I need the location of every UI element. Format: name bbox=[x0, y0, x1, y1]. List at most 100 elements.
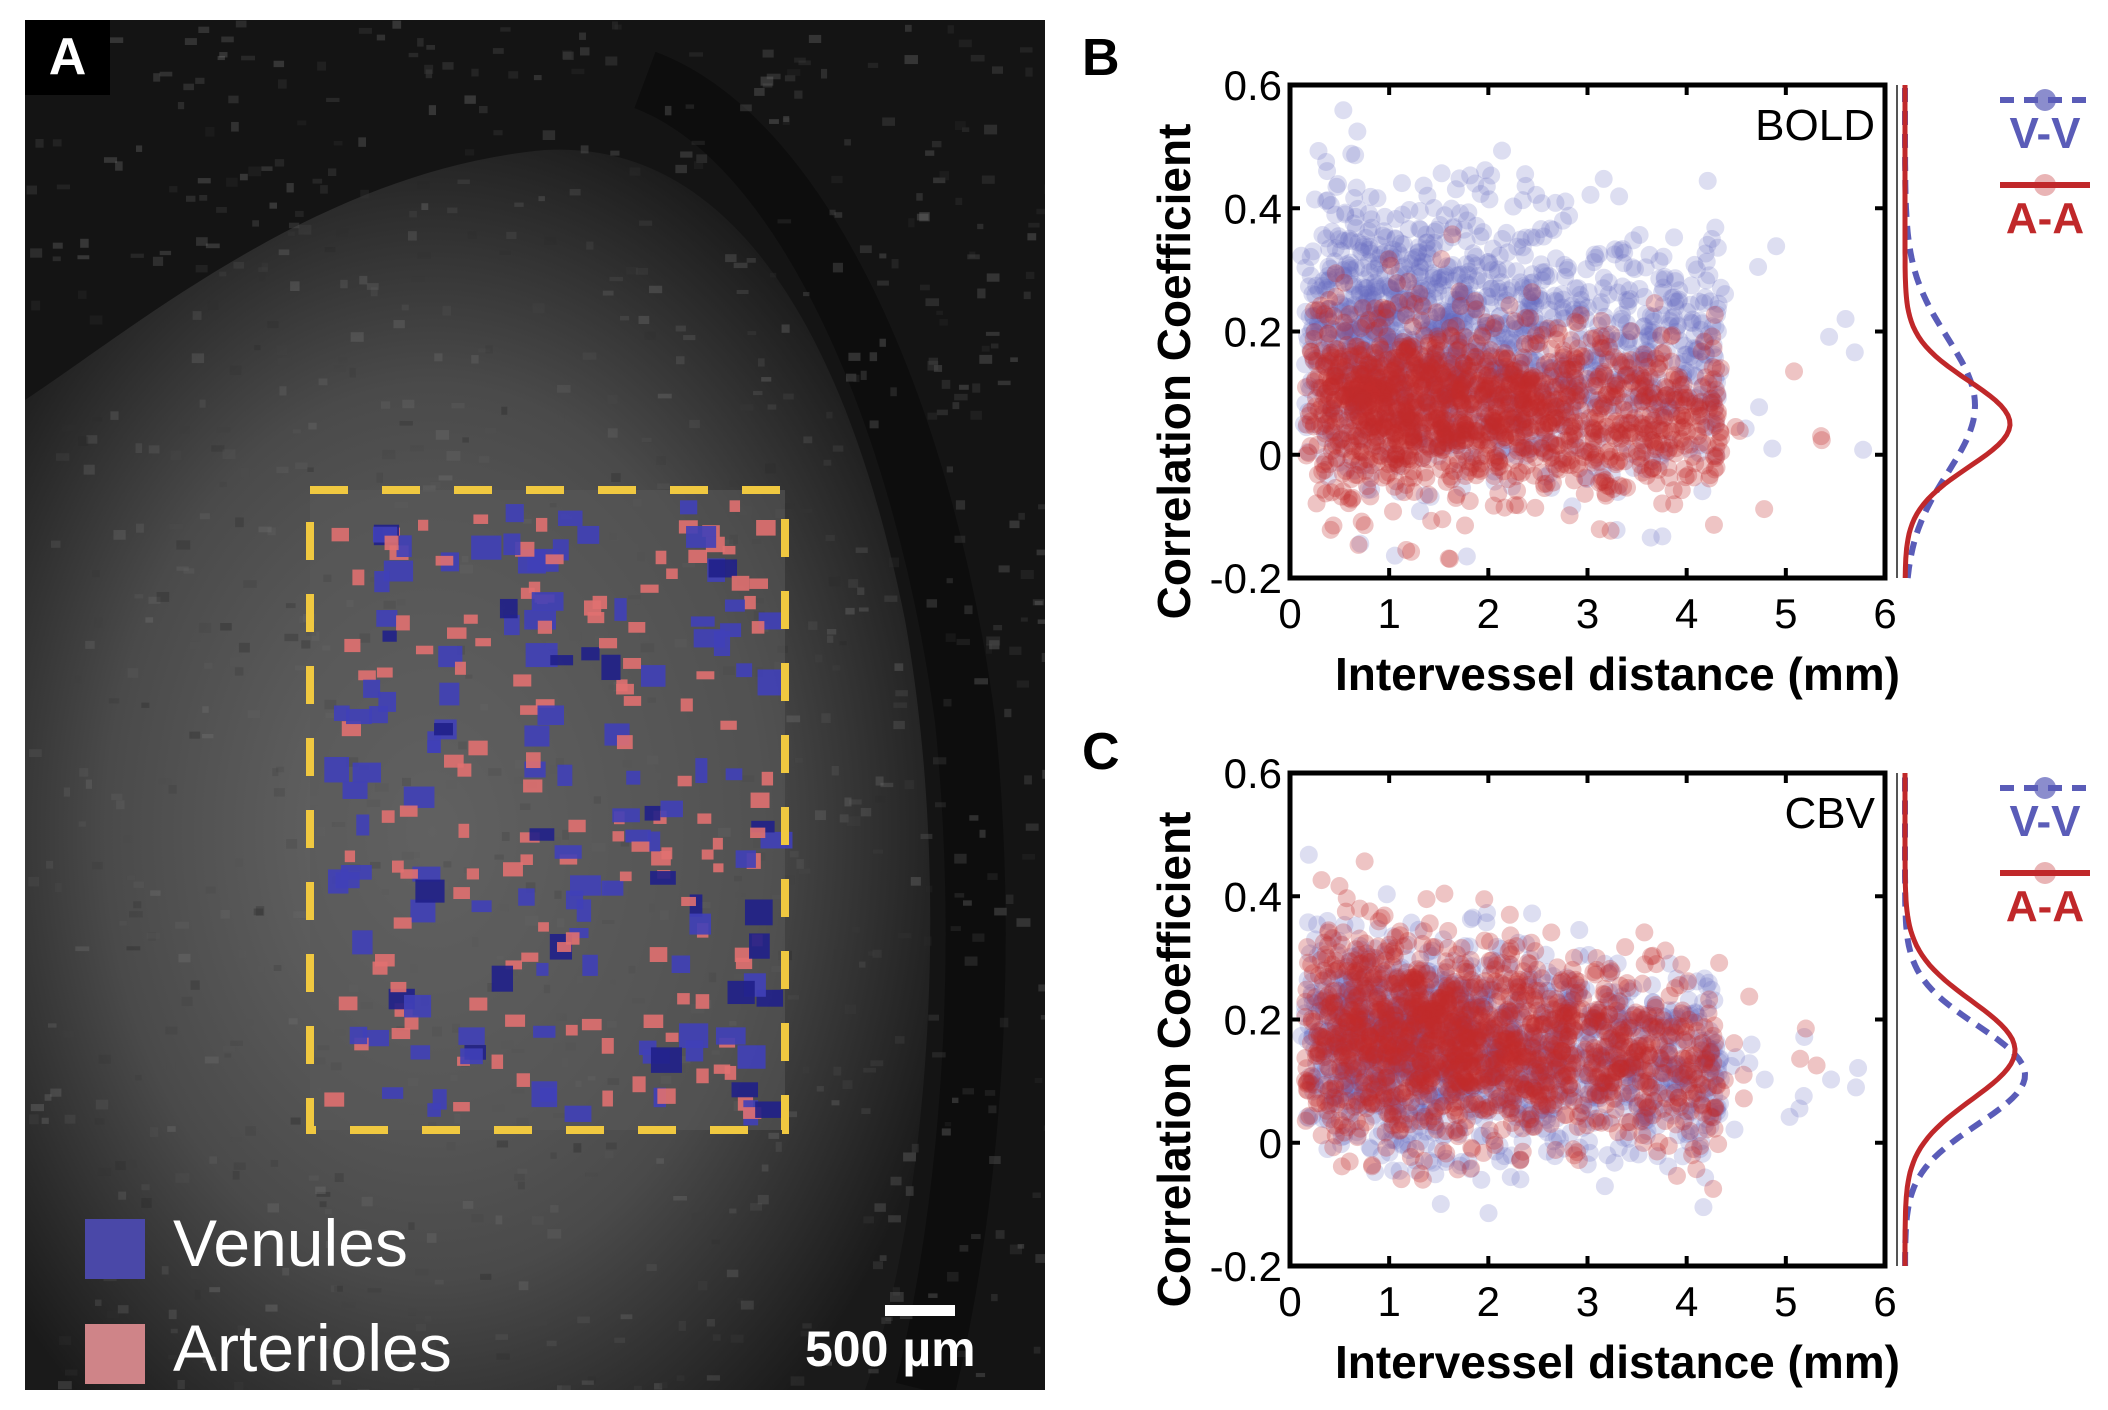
point-v-v bbox=[1696, 333, 1715, 352]
point-a-a bbox=[1397, 447, 1416, 466]
point-v-v bbox=[1767, 237, 1786, 256]
point-v-v bbox=[1385, 546, 1404, 565]
point-v-v bbox=[1402, 330, 1421, 349]
point-v-v bbox=[1476, 348, 1495, 367]
point-a-a bbox=[1431, 398, 1450, 417]
texture-speckle bbox=[276, 766, 285, 773]
point-a-a bbox=[1428, 400, 1447, 419]
point-v-v bbox=[1572, 387, 1591, 406]
venule-marker bbox=[439, 682, 460, 706]
point-a-a bbox=[1554, 371, 1573, 390]
point-v-v bbox=[1425, 222, 1444, 241]
point-v-v bbox=[1453, 362, 1472, 381]
point-v-v bbox=[1373, 302, 1392, 321]
point-v-v bbox=[1389, 366, 1408, 385]
texture-speckle bbox=[98, 1054, 111, 1064]
texture-speckle bbox=[202, 706, 209, 713]
point-v-v bbox=[1681, 313, 1700, 332]
point-v-v bbox=[1316, 421, 1335, 440]
point-a-a bbox=[1415, 370, 1434, 389]
texture-speckle bbox=[50, 540, 61, 548]
point-a-a bbox=[1602, 325, 1621, 344]
point-v-v bbox=[1653, 527, 1672, 546]
texture-speckle bbox=[56, 453, 70, 461]
arteriole-marker bbox=[400, 869, 418, 879]
texture-speckle bbox=[308, 422, 317, 430]
point-a-a bbox=[1406, 374, 1425, 393]
texture-speckle bbox=[894, 1036, 905, 1044]
point-v-v bbox=[1571, 373, 1590, 392]
point-v-v bbox=[1362, 244, 1381, 263]
point-a-a bbox=[1371, 387, 1390, 406]
point-v-v bbox=[1497, 291, 1516, 310]
texture-speckle bbox=[904, 24, 912, 32]
texture-speckle bbox=[295, 210, 304, 217]
point-v-v bbox=[1652, 391, 1671, 410]
point-a-a bbox=[1307, 494, 1326, 513]
point-a-a bbox=[1389, 416, 1408, 435]
point-a-a bbox=[1477, 393, 1496, 412]
point-v-v bbox=[1469, 414, 1488, 433]
point-v-v bbox=[1680, 440, 1699, 459]
arteriole-marker bbox=[640, 584, 659, 593]
venule-marker bbox=[352, 762, 382, 783]
texture-speckle bbox=[875, 795, 886, 803]
texture-speckle bbox=[47, 1023, 57, 1028]
point-v-v bbox=[1371, 305, 1390, 324]
texture-speckle bbox=[989, 1156, 1001, 1165]
point-a-a bbox=[1402, 422, 1421, 441]
point-a-a bbox=[1471, 461, 1490, 480]
venule-marker bbox=[536, 962, 549, 976]
venule-marker bbox=[374, 571, 390, 593]
point-v-v bbox=[1526, 312, 1545, 331]
point-a-a bbox=[1545, 455, 1564, 474]
point-v-v bbox=[1482, 166, 1501, 185]
point-a-a bbox=[1297, 378, 1316, 397]
point-v-v bbox=[1609, 329, 1628, 348]
point-v-v bbox=[1301, 380, 1320, 399]
point-v-v bbox=[1440, 398, 1459, 417]
point-v-v bbox=[1845, 343, 1864, 362]
point-v-v bbox=[1591, 396, 1610, 415]
point-v-v bbox=[1623, 354, 1642, 373]
point-v-v bbox=[1521, 440, 1540, 459]
point-a-a bbox=[1453, 385, 1472, 404]
point-v-v bbox=[1378, 335, 1397, 354]
point-a-a bbox=[1467, 466, 1486, 485]
point-v-v bbox=[1445, 366, 1464, 385]
point-v-v bbox=[1474, 323, 1493, 342]
point-a-a bbox=[1535, 421, 1554, 440]
point-v-v bbox=[1425, 375, 1444, 394]
point-v-v bbox=[1356, 417, 1375, 436]
point-a-a bbox=[1568, 375, 1587, 394]
texture-speckle bbox=[832, 445, 844, 452]
texture-speckle bbox=[169, 186, 178, 193]
point-a-a bbox=[1675, 409, 1694, 428]
point-a-a bbox=[1512, 438, 1531, 457]
texture-speckle bbox=[829, 209, 836, 216]
point-v-v bbox=[1670, 393, 1689, 412]
point-v-v bbox=[1412, 358, 1431, 377]
point-v-v bbox=[1562, 438, 1581, 457]
point-a-a bbox=[1391, 427, 1410, 446]
point-v-v bbox=[1443, 374, 1462, 393]
point-v-v bbox=[1479, 415, 1498, 434]
point-v-v bbox=[1398, 339, 1417, 358]
point-a-a bbox=[1509, 390, 1528, 409]
point-v-v bbox=[1365, 339, 1384, 358]
point-v-v bbox=[1537, 380, 1556, 399]
arteriole-marker bbox=[520, 587, 535, 599]
point-v-v bbox=[1453, 325, 1472, 344]
point-v-v bbox=[1372, 356, 1391, 375]
point-v-v bbox=[1521, 291, 1540, 310]
texture-speckle bbox=[1019, 47, 1033, 53]
arteriole-marker bbox=[384, 535, 399, 551]
point-a-a bbox=[1454, 421, 1473, 440]
point-v-v bbox=[1425, 350, 1444, 369]
point-v-v bbox=[1569, 279, 1588, 298]
texture-speckle bbox=[222, 449, 236, 460]
point-v-v bbox=[1367, 298, 1386, 317]
point-v-v bbox=[1680, 392, 1699, 411]
point-a-a bbox=[1434, 409, 1453, 428]
legend-label-v-v: V-V bbox=[2010, 109, 2082, 158]
